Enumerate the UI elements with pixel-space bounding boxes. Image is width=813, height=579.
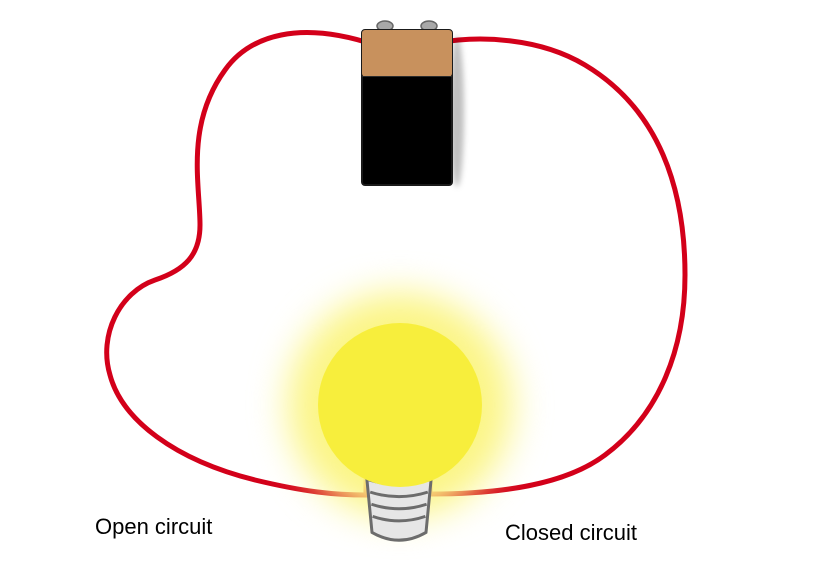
battery — [352, 16, 462, 191]
label-open-circuit: Open circuit — [95, 514, 212, 540]
circuit-diagram: Open circuit Closed circuit — [0, 0, 813, 579]
label-closed-circuit: Closed circuit — [505, 520, 637, 546]
bulb-glass — [318, 323, 482, 487]
